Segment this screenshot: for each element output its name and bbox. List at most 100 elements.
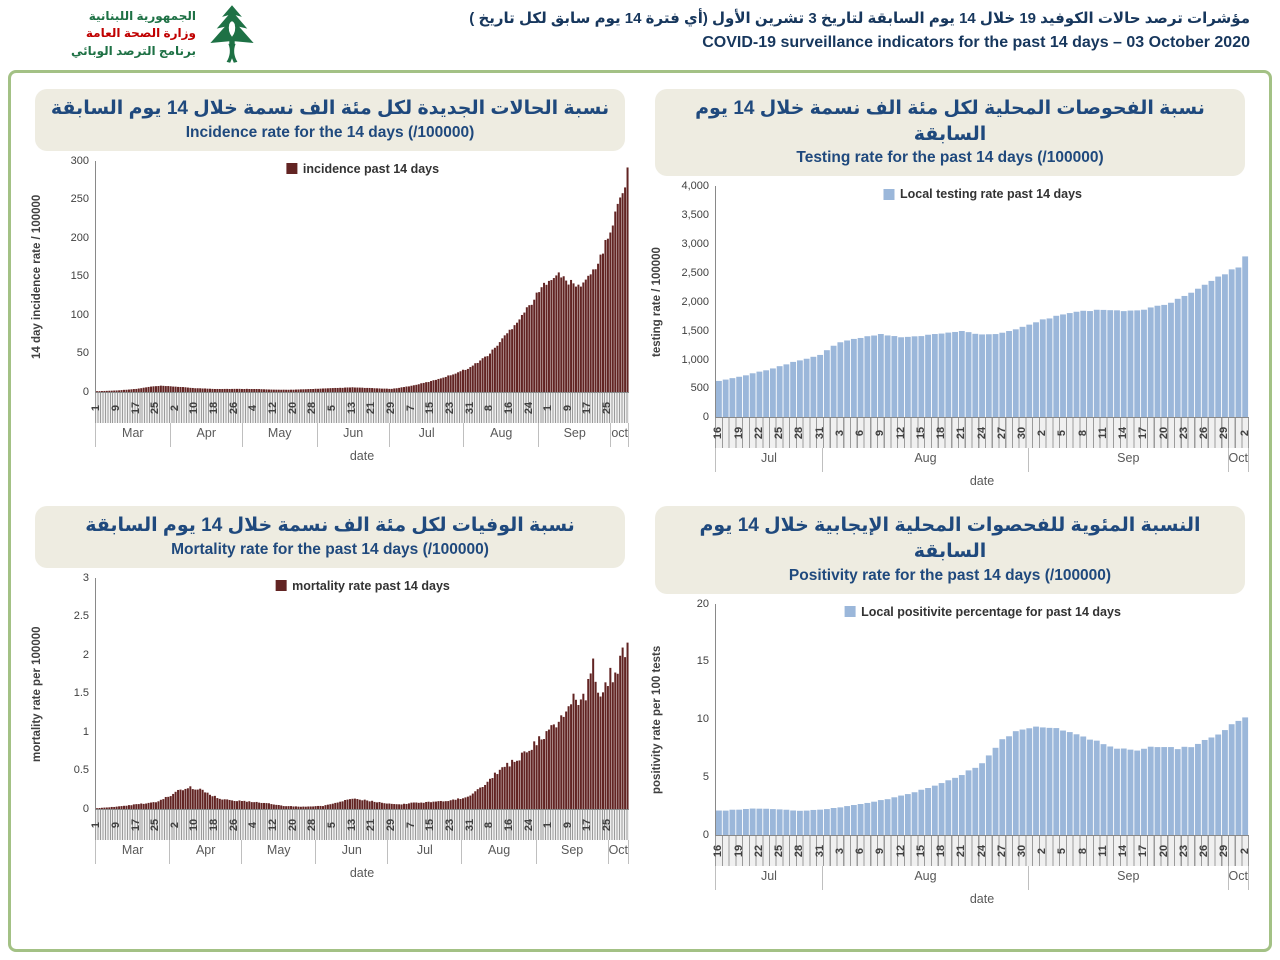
x-tick-label: 9	[874, 430, 887, 437]
mortality-chart: mortality rate per 100000 0 0.5 1 1.5 2 2.5 3 …	[31, 572, 629, 882]
legend-swatch	[882, 188, 894, 200]
y-tick-label: 50	[76, 347, 89, 360]
x-tick-label: 2	[1036, 847, 1049, 854]
month-label: Sep	[1028, 865, 1228, 890]
cedar-tree-icon	[210, 5, 254, 63]
x-tick-label: 7	[404, 404, 417, 411]
y-tick-label: 15	[696, 655, 709, 668]
legend: Local testing rate past 14 days	[882, 187, 1082, 201]
incidence-bars	[96, 167, 629, 392]
y-axis: 0 500 1,000 1,500 2,000 2,500 3,000 3,500 4,000	[669, 180, 715, 423]
x-tick-label: 25	[601, 818, 614, 832]
x-tick-label: 17	[581, 818, 594, 832]
x-tick-label: 20	[1157, 427, 1170, 440]
legend-swatch	[844, 606, 856, 618]
x-tick-label: 26	[227, 818, 240, 832]
x-tick-label: 23	[1177, 427, 1190, 440]
y-tick-label: 0	[702, 411, 709, 424]
x-tick-label: 18	[935, 427, 948, 440]
y-tick-label: 2	[82, 648, 89, 661]
y-tick-label: 2,000	[681, 295, 709, 308]
charts-grid: نسبة الحالات الجديدة لكل مئة الف نسمة خل…	[31, 89, 1251, 908]
x-tick-label: 29	[1218, 844, 1231, 857]
testing-title-english: Testing rate for the past 14 days (/1000…	[796, 149, 1104, 167]
x-tick-label: 17	[1137, 844, 1150, 857]
x-tick-label: 9	[109, 404, 122, 411]
x-axis-title: date	[349, 448, 375, 463]
positivity-panel: النسبة المئوية للفحصوات المحلية الإيجابي…	[651, 506, 1251, 908]
x-tick-label: 18	[935, 844, 948, 857]
month-label: Sep	[1028, 448, 1228, 473]
y-axis-title: 14 day incidence rate / 100000	[31, 194, 43, 359]
incidence-title-box: نسبة الحالات الجديدة لكل مئة الف نسمة خل…	[35, 89, 625, 151]
plot-area: Local positivite percentage for past 14 …	[715, 603, 1249, 836]
x-tick-label: 1	[90, 821, 103, 828]
x-tick-band: 1 9 17 25 2 10 18 26 4 12 20 28 5 13 21 29 7 15 23 31 8 16 24 1…	[90, 392, 629, 423]
logo-line-program: برنامج الترصد الوبائي	[70, 43, 196, 58]
month-label: Jul	[387, 839, 461, 864]
x-tick-label: 19	[732, 844, 745, 857]
x-tick-label: 26	[1198, 844, 1211, 857]
y-tick-label: 2.5	[73, 610, 89, 623]
x-tick-label: 13	[345, 818, 358, 832]
x-tick-label: 9	[561, 404, 574, 411]
positivity-title-arabic: النسبة المئوية للفحصوات المحلية الإيجابي…	[699, 515, 1201, 562]
x-tick-label: 16	[502, 818, 515, 832]
month-label: Jun	[315, 839, 387, 864]
plot-column: mortality rate past 14 days 1 9 17 25 2 10 18 2…	[90, 577, 629, 882]
x-tick-label: 15	[424, 401, 437, 414]
x-tick-label: 30	[1015, 844, 1028, 857]
legend: incidence past 14 days	[285, 162, 439, 176]
y-axis: 0 0.5 1 1.5 2 2.5 3	[49, 572, 95, 815]
month-axis: Mar Apr May Jun Jul Aug Sep oct	[95, 422, 629, 447]
month-label: May	[241, 422, 317, 447]
x-tick-label: 15	[914, 844, 927, 857]
plot-area: incidence past 14 days	[95, 160, 629, 393]
x-axis-title: date	[969, 891, 995, 906]
y-tick-label: 100	[70, 308, 89, 321]
month-label: Aug	[461, 839, 535, 864]
x-tick-label: 6	[854, 847, 867, 854]
y-tick-label: 0	[82, 385, 89, 398]
x-tick-label: 25	[601, 401, 614, 414]
plot-area: Local testing rate past 14 days	[715, 186, 1249, 419]
x-tick-label: 26	[227, 401, 240, 414]
mortality-title-english: Mortality rate for the past 14 days (/10…	[171, 540, 489, 558]
x-tick-label: 8	[1076, 847, 1089, 854]
month-label: Mar	[95, 839, 169, 864]
x-tick-label: 15	[424, 818, 437, 832]
y-tick-label: 5	[702, 770, 709, 783]
y-axis: 0 5 10 15 20	[669, 598, 715, 841]
x-tick-label: 2	[168, 404, 181, 411]
plot-column: Local positivite percentage for past 14 …	[712, 603, 1251, 908]
x-tick-label: 20	[286, 818, 299, 832]
x-tick-label: 9	[874, 847, 887, 854]
y-axis-title: mortality rate per 100000	[31, 626, 43, 762]
y-axis-title: testing rate / 100000	[651, 247, 663, 358]
month-label: Sep	[538, 422, 610, 447]
y-tick-label: 200	[70, 231, 89, 244]
x-tick-band: 16 19 22 25 28 31 3 6 9 12 15 18 21 24 27 30 2 5 8 11 14 17 20…	[712, 835, 1251, 866]
x-tick-label: 12	[267, 401, 280, 414]
testing-title-arabic: نسبة الفحوصات المحلية لكل مئة الف نسمة خ…	[695, 98, 1205, 145]
month-label: Aug	[821, 448, 1028, 473]
incidence-title-english: Incidence rate for the 14 days (/100000)	[185, 123, 475, 141]
x-tick-label: 4	[247, 821, 260, 828]
x-tick-label: 31	[463, 401, 476, 414]
legend-swatch	[275, 580, 287, 592]
page-title-arabic: مؤشرات ترصد حالات الكوفيد 19 خلال 14 يوم…	[469, 10, 1250, 27]
x-axis-title: date	[969, 474, 995, 489]
incidence-panel: نسبة الحالات الجديدة لكل مئة الف نسمة خل…	[31, 89, 629, 490]
y-tick-label: 0	[702, 828, 709, 841]
page-header: الجمهورية اللبنانية وزارة الصحة العامة ب…	[0, 0, 1280, 68]
x-tick-label: 28	[793, 844, 806, 857]
x-tick-label: 15	[914, 427, 927, 440]
x-tick-label: 3	[833, 847, 846, 854]
month-label: Oct	[607, 839, 628, 864]
mortality-bars	[96, 642, 629, 809]
x-tick-label: 24	[975, 844, 988, 857]
x-tick-label: 9	[109, 821, 122, 828]
mortality-title-box: نسبة الوفيات لكل مئة الف نسمة خلال 14 يو…	[35, 506, 625, 568]
x-tick-label: 20	[1157, 844, 1170, 857]
legend-label: Local positivite percentage for past 14 …	[861, 604, 1121, 619]
